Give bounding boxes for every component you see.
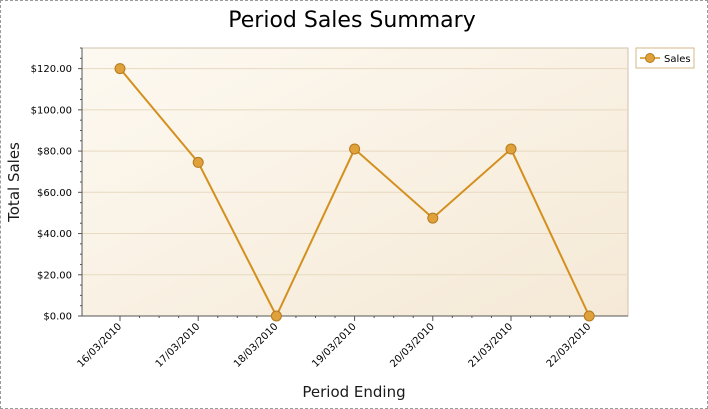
x-tick-label: 20/03/2010 [388,321,437,370]
marker-layer [114,63,595,322]
data-point [192,156,204,168]
y-tick-label: $80.00 [37,147,72,158]
y-tick-label: $0.00 [43,312,72,323]
data-point [349,143,361,155]
legend: Sales [635,47,695,69]
x-axis-title: Period Ending [302,383,405,401]
y-tick-label: $40.00 [37,229,72,240]
x-tick-label: 18/03/2010 [232,321,281,370]
y-tick-label: $120.00 [31,64,72,75]
data-point [505,143,517,155]
x-tick-labels: 16/03/2010 17/03/2010 18/03/2010 19/03/2010… [76,321,594,370]
y-tick-label: $100.00 [31,105,72,116]
chart-title: Period Sales Summary [228,8,475,33]
y-tick-labels: $0.00 $20.00 $40.00 $60.00 $80.00 $100.00 $120… [31,64,72,322]
x-tick-label: 16/03/2010 [76,321,125,370]
y-tick-label: $60.00 [37,188,72,199]
x-tick-label: 22/03/2010 [545,321,594,370]
data-point [270,310,282,322]
data-point [583,310,595,322]
legend-box [635,47,695,69]
data-point [114,63,126,75]
x-tick-label: 17/03/2010 [154,321,203,370]
grid-layer [82,68,628,276]
legend-marker-swatch [645,53,655,63]
y-axis-title: Total Sales [5,142,23,223]
x-tick-label: 19/03/2010 [310,321,359,370]
legend-label-sales: Sales [664,54,691,65]
y-tick-label: $20.00 [37,270,72,281]
axis-layer [78,47,628,321]
x-tick-label: 21/03/2010 [467,321,516,370]
plot-area [81,47,629,317]
data-point [427,212,439,224]
